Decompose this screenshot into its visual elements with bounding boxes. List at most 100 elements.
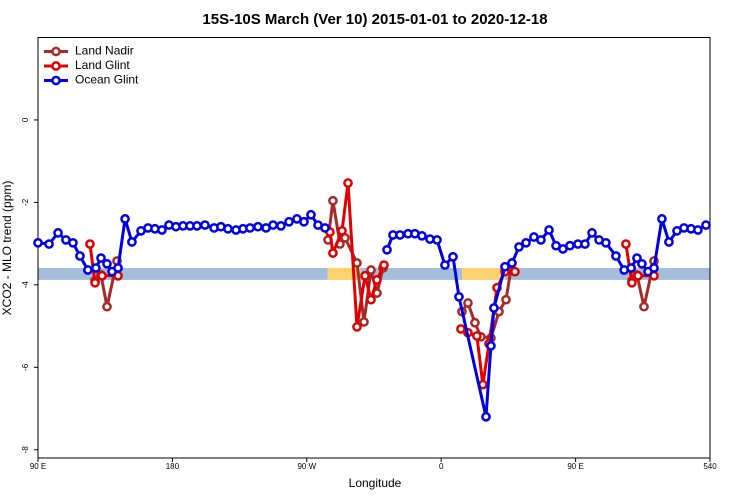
data-point: [284, 216, 294, 227]
x-tick-label: 90 E: [30, 462, 46, 471]
data-point: [417, 230, 427, 241]
data-point: [102, 301, 112, 312]
data-point: [53, 228, 63, 238]
data-point: [157, 225, 167, 235]
data-point: [113, 263, 123, 273]
data-point: [223, 223, 233, 234]
data-point: [337, 225, 347, 236]
data-point: [352, 322, 362, 332]
data-point: [456, 324, 466, 334]
data-point: [580, 239, 590, 249]
data-point: [633, 270, 643, 281]
legend-label: Land Glint: [75, 58, 130, 72]
x-tick-label: 180: [166, 462, 180, 471]
data-point: [320, 223, 330, 233]
surface-band: [462, 267, 506, 280]
data-point: [664, 237, 674, 247]
data-point: [510, 266, 520, 277]
data-point: [83, 265, 93, 275]
x-tick-label: 0: [439, 462, 444, 471]
data-point: [621, 239, 631, 249]
legend-marker: [51, 46, 61, 57]
data-point: [127, 237, 137, 247]
data-point: [627, 277, 637, 288]
data-point: [587, 228, 597, 238]
data-point: [601, 237, 611, 248]
data-point: [366, 265, 376, 275]
surface-band: [360, 267, 463, 280]
data-point: [611, 251, 621, 261]
data-point: [97, 270, 107, 281]
x-tick-label: 90 E: [567, 462, 583, 471]
data-point: [299, 216, 309, 227]
surface-band: [327, 267, 361, 280]
data-point: [448, 251, 458, 262]
data-point: [507, 258, 517, 268]
data-point: [379, 260, 389, 270]
legend-label: Ocean Glint: [75, 73, 139, 87]
data-point: [360, 270, 370, 281]
data-point: [501, 294, 511, 305]
x-tick-label: 90 W: [297, 462, 316, 471]
data-point: [91, 263, 101, 273]
data-point: [626, 263, 637, 273]
data-point: [366, 294, 376, 305]
data-point: [44, 239, 54, 249]
data-point: [544, 225, 554, 235]
data-point: [657, 214, 667, 224]
data-point: [192, 221, 202, 231]
data-point: [90, 277, 100, 288]
data-point: [102, 258, 112, 269]
data-point: [500, 261, 510, 272]
data-point: [372, 275, 382, 285]
data-point: [200, 220, 210, 230]
y-axis-label: XCO2 - MLO trend (ppm): [0, 181, 14, 316]
y-tick-label: 0: [21, 117, 30, 122]
data-point: [245, 223, 255, 233]
data-point: [395, 230, 405, 240]
data-point: [328, 248, 338, 258]
data-point: [120, 214, 130, 224]
data-point: [565, 240, 575, 251]
data-point: [432, 235, 442, 245]
data-point: [536, 235, 546, 245]
data-point: [440, 260, 450, 270]
y-tick-label: -8: [21, 446, 30, 454]
data-point: [481, 411, 491, 422]
data-point: [382, 244, 392, 255]
data-point: [268, 220, 278, 230]
y-tick-label: -2: [21, 198, 30, 206]
data-point: [276, 221, 286, 231]
data-point: [33, 237, 43, 248]
data-point: [693, 225, 703, 235]
legend-marker: [51, 75, 61, 86]
plot-frame: [37, 37, 711, 459]
data-point: [253, 221, 263, 232]
data-point: [96, 253, 106, 263]
x-axis-label: Longitude: [349, 476, 402, 490]
x-tick-label: 540: [703, 462, 717, 471]
data-point: [470, 317, 480, 328]
data-point: [486, 341, 496, 351]
data-point: [632, 253, 642, 263]
data-point: [637, 258, 647, 269]
y-tick-label: -6: [21, 363, 30, 371]
data-point: [514, 242, 524, 252]
data-point: [85, 239, 95, 249]
data-point: [521, 237, 531, 248]
surface-band: [505, 267, 710, 280]
data-point: [639, 301, 649, 312]
data-point: [701, 220, 711, 230]
data-point: [454, 291, 464, 302]
data-point: [489, 303, 499, 313]
data-point: [463, 298, 473, 308]
data-point: [343, 178, 353, 188]
data-point: [359, 317, 369, 327]
data-point: [306, 209, 316, 220]
data-point: [649, 263, 659, 273]
legend-marker: [51, 61, 61, 71]
data-point: [75, 251, 85, 261]
data-point: [328, 195, 338, 206]
